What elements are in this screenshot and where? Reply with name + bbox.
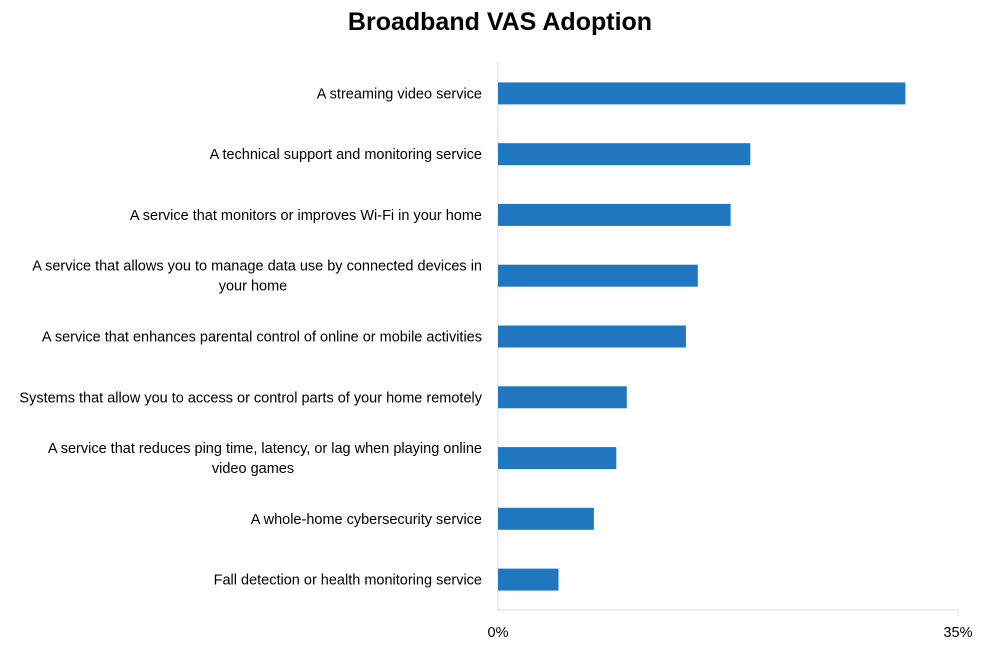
bar-5 bbox=[498, 325, 686, 348]
bar-group bbox=[498, 82, 906, 591]
bar-6 bbox=[498, 386, 627, 409]
category-label-line: A service that allows you to manage data… bbox=[32, 259, 482, 275]
category-label-line: Fall detection or health monitoring serv… bbox=[214, 573, 482, 589]
category-label-6: Systems that allow you to access or cont… bbox=[19, 390, 482, 406]
bar-4 bbox=[498, 264, 698, 287]
category-label-line: A service that enhances parental control… bbox=[42, 330, 482, 346]
category-labels: A streaming video service A technical sup… bbox=[19, 86, 482, 588]
category-label-3: A service that monitors or improves Wi-F… bbox=[130, 208, 482, 224]
category-label-2: A technical support and monitoring servi… bbox=[210, 147, 482, 163]
x-tick-label-min: 0% bbox=[488, 625, 509, 641]
category-label-5: A service that enhances parental control… bbox=[42, 330, 482, 346]
category-label-1: A streaming video service bbox=[317, 86, 482, 102]
category-label-line: A service that reduces ping time, latenc… bbox=[48, 441, 482, 457]
category-label-4: A service that allows you to manage data… bbox=[32, 259, 482, 295]
bar-3 bbox=[498, 203, 731, 226]
category-label-line: A streaming video service bbox=[317, 86, 482, 102]
category-label-line: Systems that allow you to access or cont… bbox=[19, 390, 482, 406]
category-label-line: video games bbox=[212, 461, 294, 477]
category-label-8: A whole-home cybersecurity service bbox=[251, 512, 482, 528]
category-label-9: Fall detection or health monitoring serv… bbox=[214, 573, 482, 589]
category-label-line: A whole-home cybersecurity service bbox=[251, 512, 482, 528]
bar-9 bbox=[498, 568, 559, 591]
bar-8 bbox=[498, 507, 594, 530]
bar-7 bbox=[498, 447, 617, 470]
bar-2 bbox=[498, 143, 751, 166]
category-label-line: A service that monitors or improves Wi-F… bbox=[130, 208, 482, 224]
category-label-7: A service that reduces ping time, latenc… bbox=[48, 441, 482, 477]
x-tick-label-max: 35% bbox=[943, 625, 972, 641]
bar-1 bbox=[498, 82, 906, 105]
category-label-line: A technical support and monitoring servi… bbox=[210, 147, 482, 163]
category-label-line: your home bbox=[219, 279, 288, 295]
chart-title: Broadband VAS Adoption bbox=[348, 8, 652, 36]
